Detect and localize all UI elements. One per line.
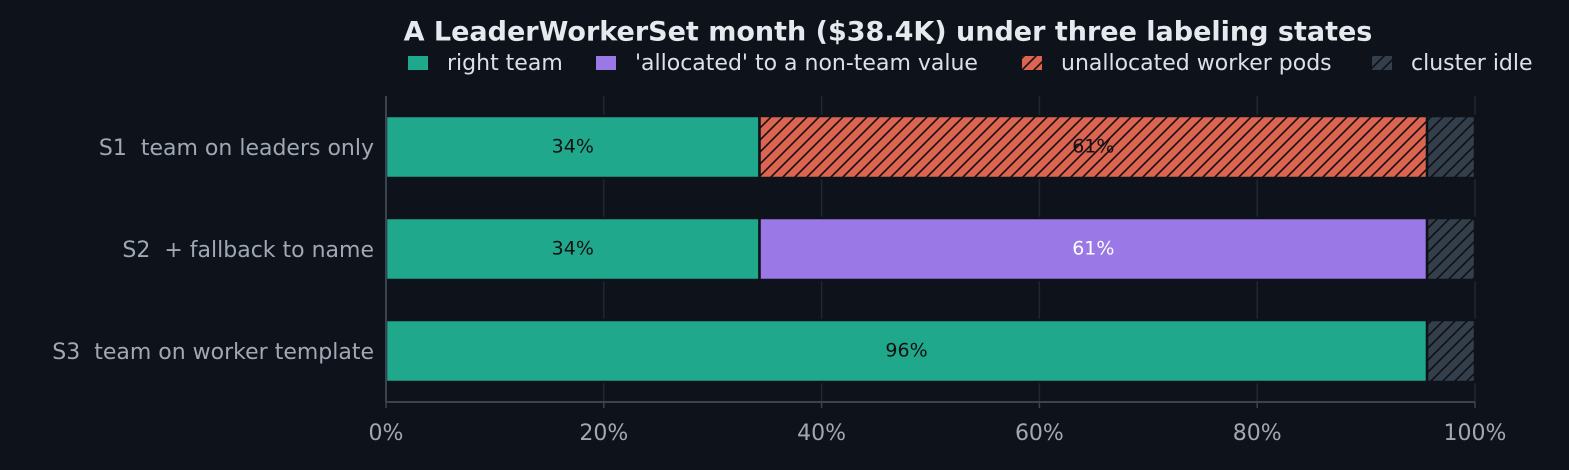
legend-swatch bbox=[596, 56, 616, 70]
legend-label: unallocated worker pods bbox=[1061, 51, 1332, 76]
y-tick-label: S1 team on leaders only bbox=[99, 136, 374, 161]
legend-label: right team bbox=[447, 51, 563, 76]
y-tick-label: S2 + fallback to name bbox=[122, 238, 374, 263]
bar-segment bbox=[384, 216, 761, 282]
bar-segment bbox=[384, 318, 1429, 384]
data-label: 34% bbox=[552, 238, 594, 260]
x-tick-label: 100% bbox=[1444, 421, 1507, 446]
x-tick-label: 0% bbox=[369, 421, 404, 446]
data-label: 96% bbox=[885, 340, 927, 362]
legend-swatch bbox=[1372, 56, 1392, 70]
data-label: 61% bbox=[1072, 238, 1114, 260]
chart-title: A LeaderWorkerSet month ($38.4K) under t… bbox=[404, 17, 1373, 48]
legend-swatch bbox=[408, 56, 428, 70]
data-label: 34% bbox=[552, 136, 594, 158]
x-tick-label: 20% bbox=[579, 421, 628, 446]
y-tick-label: S3 team on worker template bbox=[52, 340, 374, 365]
legend-label: 'allocated' to a non-team value bbox=[635, 51, 978, 76]
bar-segment bbox=[1425, 114, 1477, 180]
x-tick-label: 40% bbox=[797, 421, 846, 446]
bar-segment bbox=[1425, 216, 1477, 282]
x-tick-label: 60% bbox=[1015, 421, 1064, 446]
legend-swatch bbox=[1022, 56, 1042, 70]
x-tick-label: 80% bbox=[1233, 421, 1282, 446]
legend-label: cluster idle bbox=[1411, 51, 1533, 76]
bar-segment bbox=[1425, 318, 1477, 384]
data-label: 61% bbox=[1072, 136, 1114, 158]
bar-segment bbox=[758, 216, 1429, 282]
